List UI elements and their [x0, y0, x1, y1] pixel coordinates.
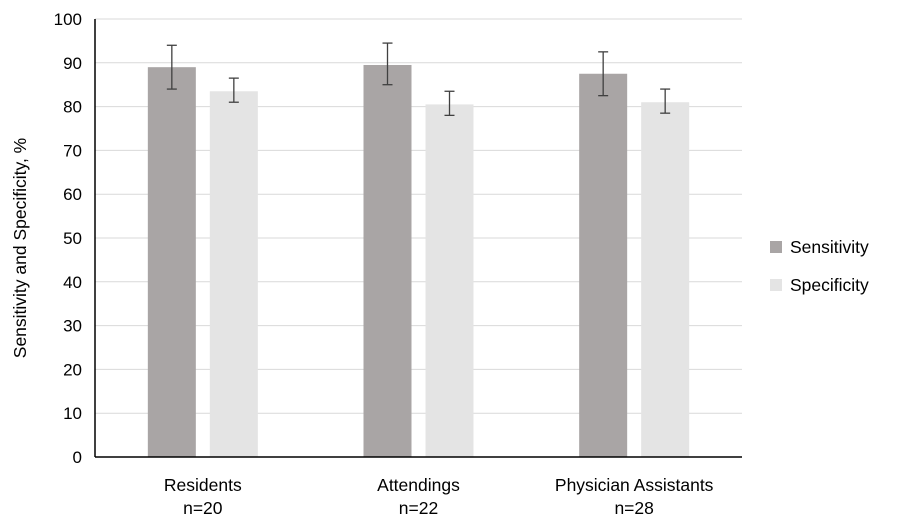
y-tick-label: 30	[63, 317, 82, 336]
y-tick-label: 60	[63, 185, 82, 204]
bar-sensitivity-3	[579, 73, 628, 457]
legend-label-sensitivity: Sensitivity	[790, 237, 869, 257]
legend-swatch-sensitivity	[770, 241, 782, 253]
y-tick-label: 100	[54, 10, 82, 29]
y-tick-label: 40	[63, 273, 82, 292]
y-tick-label: 70	[63, 141, 82, 160]
legend: Sensitivity Specificity	[770, 237, 869, 295]
x-category-labels: Residents n=20 Attendings n=22 Physician Ass…	[164, 475, 714, 518]
y-tick-label: 20	[63, 360, 82, 379]
bar-sensitivity-2	[363, 64, 412, 458]
bar-sensitivity-1	[147, 67, 196, 458]
y-tick-label: 0	[73, 448, 82, 467]
x-category-label: Physician Assistants	[555, 475, 714, 495]
x-category-n: n=20	[183, 498, 223, 518]
gridlines	[95, 18, 742, 414]
y-tick-label: 10	[63, 404, 82, 423]
y-tick-label: 80	[63, 98, 82, 117]
bar-specificity-2	[425, 104, 474, 457]
legend-label-specificity: Specificity	[790, 275, 869, 295]
y-tick-label: 50	[63, 229, 82, 248]
x-category-n: n=28	[614, 498, 653, 518]
x-category-label: Attendings	[377, 475, 460, 495]
y-axis-label: Sensitivity and Specificity, %	[10, 138, 30, 358]
error-bars	[166, 42, 671, 117]
y-tick-label: 90	[63, 54, 82, 73]
y-tick-labels: 0 10 20 30 40 50 60 70 80 90 100	[54, 10, 82, 467]
x-category-n: n=22	[399, 498, 438, 518]
bar-specificity-1	[209, 91, 258, 458]
legend-swatch-specificity	[770, 279, 782, 291]
bars	[147, 64, 690, 458]
x-category-label: Residents	[164, 475, 242, 495]
bar-specificity-3	[641, 102, 690, 457]
